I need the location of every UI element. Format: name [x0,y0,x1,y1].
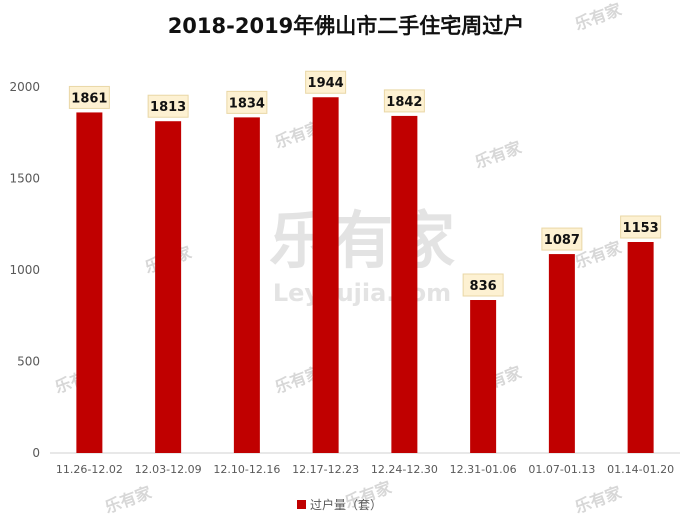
bar [548,254,575,453]
data-label: 1834 [229,96,265,111]
data-label-box [383,89,425,113]
y-tick-label: 2000 [9,80,40,94]
x-tick-label: 01.14-01.20 [607,463,674,476]
watermark-text: 乐有家 [572,482,625,517]
data-label-box [68,85,110,109]
bar [312,97,339,454]
y-tick-label: 1000 [9,263,40,277]
data-label-box [147,94,189,118]
watermark-url: Leyoujia.com [273,279,451,307]
bar [627,242,654,453]
bar [391,115,418,453]
bar [233,117,260,454]
y-tick-label: 500 [17,355,40,369]
data-label: 1813 [150,100,186,115]
x-tick-label: 12.24-12.30 [371,463,438,476]
x-tick-label: 12.03-12.09 [135,463,202,476]
x-tick-label: 12.31-01.06 [450,463,517,476]
watermark-text: 乐有家 [472,137,525,172]
data-label-box [462,273,504,297]
data-label: 1944 [308,76,344,91]
legend: 过户量（套） [297,497,382,512]
legend-swatch [297,500,306,509]
data-label-box [541,227,583,251]
watermark-text: 乐有家 [572,0,625,34]
data-label-box [226,90,268,114]
y-tick-label: 1500 [9,172,40,186]
data-label: 1842 [386,95,422,110]
data-label: 1861 [71,91,107,106]
bar [76,112,103,453]
x-tick-label: 01.07-01.13 [528,463,595,476]
data-label: 1153 [623,221,659,236]
watermark-logo: 乐有家 [269,204,455,277]
data-label: 836 [470,279,497,294]
bar [155,121,182,453]
data-label: 1087 [544,233,580,248]
x-tick-label: 12.17-12.23 [292,463,359,476]
chart-title: 2018-2019年佛山市二手住宅周过户 [167,14,525,38]
data-label-box [305,70,347,94]
x-tick-label: 12.10-12.16 [213,463,280,476]
legend-label: 过户量（套） [310,497,382,512]
y-tick-label: 0 [32,446,40,460]
x-tick-label: 11.26-12.02 [56,463,123,476]
bar [470,300,497,453]
axes: 0 500 1000 1500 2000 11.26-12.02 12.03-12.09 12… [9,80,680,476]
bars [76,97,654,454]
data-labels: 1861 1813 1834 1944 1842 836 1087 1153 [68,70,662,297]
watermark-text: 乐有家 [102,482,155,517]
data-label-box [620,215,662,239]
